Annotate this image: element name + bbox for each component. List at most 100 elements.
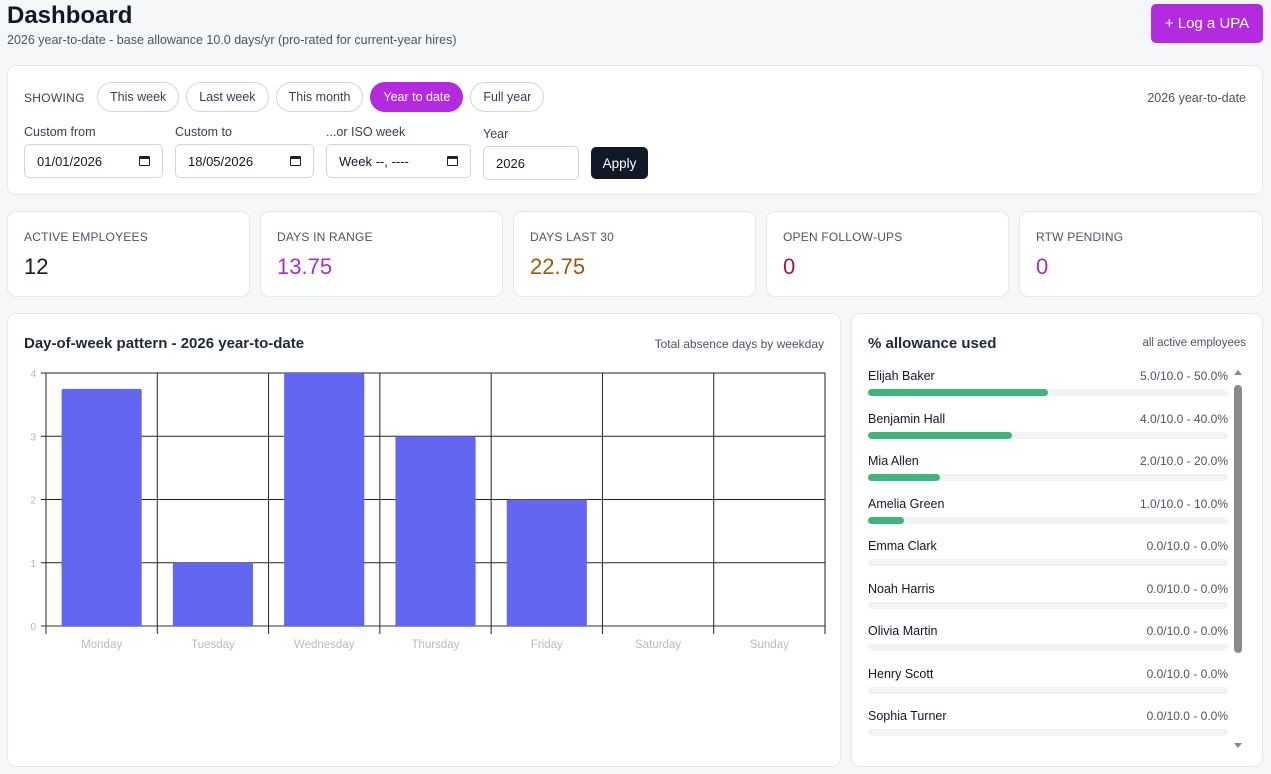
custom-from-label: Custom from bbox=[24, 125, 96, 139]
allowance-value: 0.0/10.0 - 0.0% bbox=[1146, 666, 1228, 681]
stat-label: OPEN FOLLOW-UPS bbox=[783, 230, 903, 244]
year-field: Year 2026 bbox=[483, 127, 579, 180]
employee-name: Sophia Turner bbox=[868, 709, 947, 723]
allowance-list[interactable]: Elijah Baker 5.0/10.0 - 50.0% Benjamin Hal… bbox=[868, 368, 1228, 753]
employee-name: Olivia Martin bbox=[868, 624, 938, 638]
stat-label: RTW PENDING bbox=[1036, 230, 1124, 244]
scrollbar-thumb[interactable] bbox=[1234, 385, 1242, 653]
allowance-row: Emma Clark 0.0/10.0 - 0.0% bbox=[868, 538, 1228, 581]
stat-value: 12 bbox=[24, 254, 49, 279]
period-full-year[interactable]: Full year bbox=[470, 82, 545, 112]
allowance-value: 1.0/10.0 - 10.0% bbox=[1139, 496, 1228, 511]
allowance-value: 0.0/10.0 - 0.0% bbox=[1146, 709, 1228, 723]
x-tick-label: Wednesday bbox=[294, 639, 355, 651]
x-tick-label: Saturday bbox=[635, 639, 681, 651]
stat-label: DAYS IN RANGE bbox=[277, 230, 373, 244]
allowance-row: Mia Allen 2.0/10.0 - 20.0% bbox=[868, 453, 1228, 496]
scroll-down-arrow-icon[interactable] bbox=[1234, 743, 1242, 748]
chart-title: Day-of-week pattern - 2026 year-to-date bbox=[24, 335, 305, 352]
page-header: Dashboard 2026 year-to-date - base allow… bbox=[7, 2, 1265, 54]
allowance-bar-track bbox=[868, 729, 1228, 736]
employee-name: Henry Scott bbox=[868, 666, 934, 681]
stat-value: 13.75 bbox=[277, 254, 333, 279]
bar-tuesday bbox=[172, 562, 253, 626]
year-input[interactable]: 2026 bbox=[483, 146, 579, 180]
calendar-icon[interactable] bbox=[290, 156, 301, 166]
custom-from-field: Custom from 01/01/2026 bbox=[24, 125, 163, 178]
stat-card-days-last-30: DAYS LAST 30 22.75 bbox=[513, 211, 756, 297]
period-pills: This week Last week This month Year to d… bbox=[97, 82, 545, 112]
allowance-bar-fill bbox=[868, 389, 1048, 396]
allowance-bar-track bbox=[868, 516, 1228, 524]
y-tick-label: 2 bbox=[30, 496, 36, 507]
allowance-scrollbar[interactable] bbox=[1232, 370, 1244, 748]
page-title: Dashboard bbox=[7, 2, 133, 29]
allowance-bar-track bbox=[868, 686, 1228, 694]
allowance-bar-track bbox=[868, 474, 1228, 481]
allowance-row: Benjamin Hall 4.0/10.0 - 40.0% bbox=[868, 411, 1228, 454]
chart-subtitle: Total absence days by weekday bbox=[654, 337, 824, 351]
iso-week-label: ...or ISO week bbox=[326, 125, 406, 139]
stat-value: 0 bbox=[783, 254, 796, 279]
employee-name: Noah Harris bbox=[868, 581, 935, 596]
custom-to-label: Custom to bbox=[175, 125, 232, 139]
x-tick-label: Tuesday bbox=[191, 639, 235, 651]
day-of-week-chart: 0 1 2 3 4 Monday Tuesday Wednesday Thursday Frida… bbox=[30, 369, 826, 651]
allowance-row: Olivia Martin 0.0/10.0 - 0.0% bbox=[868, 623, 1228, 666]
stat-card-days-in-range: DAYS IN RANGE 13.75 bbox=[260, 211, 503, 297]
log-upa-button[interactable]: + Log a UPA bbox=[1151, 4, 1263, 43]
allowance-value: 0.0/10.0 - 0.0% bbox=[1146, 624, 1228, 638]
allowance-bar-track bbox=[868, 601, 1228, 609]
y-tick-label: 1 bbox=[30, 559, 36, 570]
bar-thursday bbox=[395, 436, 476, 626]
apply-button[interactable]: Apply bbox=[591, 147, 648, 179]
custom-to-input[interactable]: 18/05/2026 bbox=[175, 144, 314, 178]
stat-card-rtw-pending: RTW PENDING 0 bbox=[1019, 211, 1263, 297]
allowance-title: % allowance used bbox=[868, 335, 997, 352]
period-this-week[interactable]: This week bbox=[97, 82, 180, 112]
y-tick-label: 3 bbox=[30, 432, 36, 443]
allowance-value: 0.0/10.0 - 0.0% bbox=[1146, 581, 1228, 596]
showing-label: SHOWING bbox=[24, 91, 85, 105]
x-tick-label: Friday bbox=[531, 639, 563, 651]
stat-value: 0 bbox=[1036, 254, 1049, 279]
employee-name: Amelia Green bbox=[868, 496, 945, 511]
stat-value: 22.75 bbox=[530, 254, 586, 279]
allowance-bar-fill bbox=[868, 516, 904, 524]
allowance-bar-fill bbox=[868, 474, 940, 481]
custom-to-value: 18/05/2026 bbox=[188, 153, 254, 169]
employee-name: Mia Allen bbox=[868, 454, 919, 468]
bar-wednesday bbox=[284, 373, 365, 626]
page-subtitle: 2026 year-to-date - base allowance 10.0 … bbox=[7, 33, 457, 47]
x-tick-label: Sunday bbox=[750, 639, 789, 651]
day-of-week-chart-card: 0 1 2 3 4 Monday Tuesday Wednesday Thursday Frida… bbox=[7, 313, 841, 767]
stat-card-active-employees: ACTIVE EMPLOYEES 12 bbox=[7, 211, 250, 297]
year-label: Year bbox=[483, 127, 509, 141]
allowance-value: 5.0/10.0 - 50.0% bbox=[1139, 369, 1228, 383]
y-tick-label: 4 bbox=[30, 369, 36, 380]
stat-label: DAYS LAST 30 bbox=[530, 230, 614, 244]
employee-name: Emma Clark bbox=[868, 539, 937, 553]
allowance-row: Elijah Baker 5.0/10.0 - 50.0% bbox=[868, 368, 1228, 411]
year-value: 2026 bbox=[496, 155, 525, 171]
iso-week-value: Week --, ---- bbox=[339, 153, 409, 169]
employee-name: Benjamin Hall bbox=[868, 411, 946, 426]
allowance-row: Noah Harris 0.0/10.0 - 0.0% bbox=[868, 581, 1228, 624]
scroll-up-arrow-icon[interactable] bbox=[1234, 370, 1242, 375]
calendar-icon[interactable] bbox=[447, 156, 458, 166]
y-tick-label: 0 bbox=[30, 622, 36, 633]
calendar-icon[interactable] bbox=[139, 156, 150, 166]
stat-label: ACTIVE EMPLOYEES bbox=[24, 230, 148, 244]
allowance-card: % allowance used all active employees El… bbox=[851, 313, 1263, 767]
allowance-bar-track bbox=[868, 431, 1228, 439]
bar-friday bbox=[506, 499, 587, 626]
iso-week-input[interactable]: Week --, ---- bbox=[326, 144, 471, 178]
period-last-week[interactable]: Last week bbox=[186, 82, 269, 112]
employee-name: Elijah Baker bbox=[868, 369, 935, 383]
period-this-month[interactable]: This month bbox=[275, 82, 364, 112]
custom-from-input[interactable]: 01/01/2026 bbox=[24, 144, 163, 178]
allowance-row: Henry Scott 0.0/10.0 - 0.0% bbox=[868, 666, 1228, 709]
bar-monday bbox=[61, 388, 142, 626]
allowance-bar-fill bbox=[868, 431, 1012, 439]
period-year-to-date[interactable]: Year to date bbox=[370, 82, 464, 112]
